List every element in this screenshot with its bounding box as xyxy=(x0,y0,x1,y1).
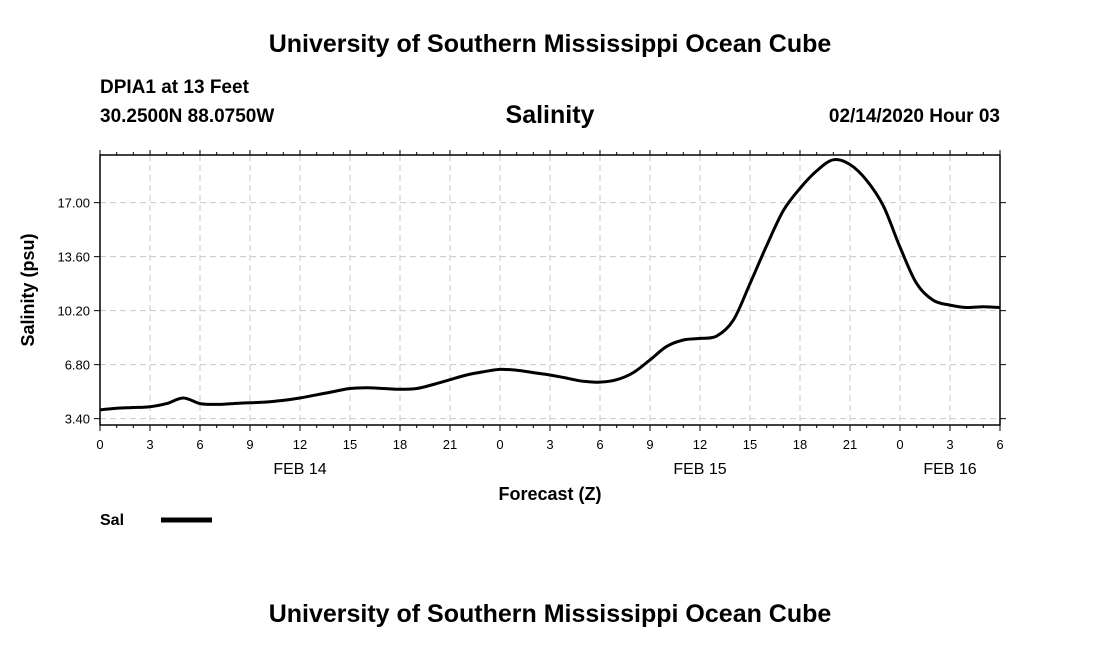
y-tick-label: 10.20 xyxy=(57,304,90,319)
x-tick-label: 0 xyxy=(496,437,503,452)
x-tick-label: 6 xyxy=(596,437,603,452)
x-tick-label: 9 xyxy=(246,437,253,452)
y-tick-label: 3.40 xyxy=(65,412,90,427)
y-axis-title: Salinity (psu) xyxy=(18,233,38,346)
date-label: FEB 14 xyxy=(273,461,326,478)
x-tick-label: 9 xyxy=(646,437,653,452)
chart-title: Salinity xyxy=(505,101,595,129)
y-tick-label: 17.00 xyxy=(57,196,90,211)
station-label: DPIA1 at 13 Feet xyxy=(100,77,249,98)
x-tick-label: 15 xyxy=(343,437,357,452)
x-tick-label: 21 xyxy=(843,437,857,452)
x-tick-label: 15 xyxy=(743,437,757,452)
x-axis-title: Forecast (Z) xyxy=(498,484,601,504)
x-tick-label: 21 xyxy=(443,437,457,452)
x-tick-label: 6 xyxy=(196,437,203,452)
x-tick-label: 18 xyxy=(793,437,807,452)
x-tick-label: 3 xyxy=(146,437,153,452)
y-tick-label: 6.80 xyxy=(65,358,90,373)
footer-title: University of Southern Mississippi Ocean… xyxy=(268,600,832,628)
x-tick-label: 12 xyxy=(293,437,307,452)
series-line-sal xyxy=(99,158,1001,412)
date-label: FEB 16 xyxy=(923,461,976,478)
date-label: FEB 15 xyxy=(673,461,726,478)
coordinates-label: 30.2500N 88.0750W xyxy=(100,106,275,127)
x-tick-label: 18 xyxy=(393,437,407,452)
x-tick-label: 12 xyxy=(693,437,707,452)
page-title: University of Southern Mississippi Ocean… xyxy=(268,30,832,58)
x-tick-label: 3 xyxy=(546,437,553,452)
forecast-datetime: 02/14/2020 Hour 03 xyxy=(828,106,1000,127)
y-tick-label: 13.60 xyxy=(57,250,90,265)
x-tick-label: 6 xyxy=(996,437,1003,452)
legend-label: Sal xyxy=(100,512,124,529)
x-tick-label: 0 xyxy=(896,437,903,452)
x-tick-label: 3 xyxy=(946,437,953,452)
x-tick-label: 0 xyxy=(96,437,103,452)
